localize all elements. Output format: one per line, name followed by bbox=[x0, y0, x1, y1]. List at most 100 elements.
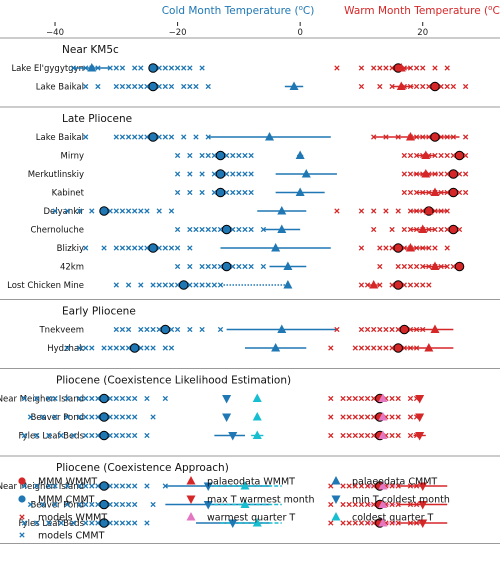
legend-item: palaeodata CMMT bbox=[331, 476, 437, 488]
mmm-cmmt-marker bbox=[99, 206, 109, 216]
model-cmmt-marker bbox=[125, 134, 132, 140]
legend-item: MMM CMMT bbox=[18, 495, 95, 506]
model-cmmt-marker bbox=[83, 65, 89, 71]
model-wmmt-marker bbox=[364, 483, 371, 489]
mmm-wmmt-marker bbox=[399, 324, 410, 335]
model-cmmt-marker bbox=[132, 134, 138, 140]
warmest-quarter-marker bbox=[378, 412, 388, 421]
model-cmmt-marker bbox=[168, 245, 175, 251]
model-wmmt-marker bbox=[407, 226, 414, 233]
model-wmmt-marker bbox=[371, 65, 377, 71]
model-cmmt-marker bbox=[119, 83, 126, 90]
model-cmmt-marker bbox=[89, 501, 95, 508]
model-cmmt-marker bbox=[193, 83, 199, 90]
model-wmmt-marker bbox=[383, 345, 389, 351]
model-wmmt-marker bbox=[432, 226, 438, 233]
model-wmmt-marker bbox=[364, 326, 371, 333]
model-cmmt-marker bbox=[83, 483, 89, 489]
mmm-wmmt-marker bbox=[393, 343, 404, 353]
section-panel: Early Pliocene Tnekveem Hydzhak bbox=[38, 306, 454, 354]
warm-axis-title-sup: o bbox=[488, 4, 492, 12]
model-cmmt-marker bbox=[236, 152, 242, 159]
model-cmmt-marker bbox=[138, 208, 144, 214]
model-wmmt-marker bbox=[407, 432, 414, 439]
model-cmmt-marker bbox=[150, 501, 156, 508]
model-wmmt-marker bbox=[395, 326, 401, 333]
model-wmmt-marker bbox=[364, 501, 371, 508]
row-label: Chernoluche bbox=[30, 226, 84, 236]
model-wmmt-marker bbox=[340, 483, 346, 489]
model-wmmt-marker bbox=[328, 483, 334, 489]
model-wmmt-marker bbox=[413, 83, 420, 90]
model-wmmt-marker bbox=[358, 414, 365, 420]
model-cmmt-marker bbox=[211, 263, 218, 270]
palaeo-cmmt-marker bbox=[295, 187, 305, 196]
model-cmmt-marker bbox=[107, 501, 113, 508]
model-cmmt-marker bbox=[162, 134, 168, 140]
model-cmmt-marker bbox=[40, 501, 46, 508]
model-cmmt-marker bbox=[187, 152, 193, 159]
model-wmmt-marker bbox=[358, 345, 365, 351]
model-cmmt-marker bbox=[83, 345, 89, 351]
model-wmmt-marker bbox=[407, 501, 414, 508]
model-cmmt-marker bbox=[230, 171, 236, 177]
model-cmmt-marker bbox=[64, 395, 70, 402]
model-wmmt-marker bbox=[334, 326, 340, 333]
model-cmmt-marker bbox=[95, 395, 101, 402]
model-wmmt-marker bbox=[444, 245, 450, 251]
model-cmmt-marker bbox=[46, 395, 52, 402]
mmm-cmmt-marker bbox=[160, 324, 171, 335]
palaeo-cmmt-marker bbox=[283, 280, 293, 289]
model-cmmt-marker bbox=[211, 226, 218, 233]
model-wmmt-marker bbox=[364, 414, 371, 420]
model-wmmt-marker bbox=[444, 226, 450, 233]
model-wmmt-marker bbox=[413, 345, 420, 351]
model-wmmt-marker bbox=[444, 189, 450, 196]
model-cmmt-marker bbox=[119, 245, 126, 251]
model-wmmt-marker bbox=[358, 483, 365, 489]
model-wmmt-marker bbox=[407, 282, 414, 288]
palaeo-wmmt-marker bbox=[430, 261, 440, 270]
mmm-wmmt-marker bbox=[448, 224, 459, 235]
model-wmmt-marker bbox=[364, 520, 371, 526]
model-cmmt-marker bbox=[125, 414, 132, 420]
model-wmmt-marker bbox=[358, 501, 365, 508]
model-wmmt-marker bbox=[383, 65, 389, 71]
model-wmmt-marker bbox=[407, 189, 414, 196]
model-cmmt-marker bbox=[242, 263, 248, 270]
model-cmmt-marker bbox=[193, 226, 199, 233]
model-cmmt-marker bbox=[46, 483, 52, 489]
model-cmmt-marker bbox=[168, 83, 175, 90]
model-wmmt-marker bbox=[444, 171, 450, 177]
model-cmmt-marker bbox=[107, 65, 113, 71]
legend-label: models WMMT bbox=[38, 513, 107, 524]
coldest-quarter-marker bbox=[252, 412, 262, 421]
model-wmmt-marker bbox=[358, 520, 365, 526]
model-cmmt-marker bbox=[211, 282, 218, 288]
model-wmmt-marker bbox=[395, 432, 401, 439]
model-wmmt-marker bbox=[389, 501, 395, 508]
model-wmmt-marker bbox=[395, 208, 401, 214]
palaeo-wmmt-marker bbox=[430, 324, 440, 333]
model-cmmt-marker bbox=[187, 171, 193, 177]
model-wmmt-marker bbox=[346, 483, 352, 489]
mmm-wmmt-marker bbox=[430, 132, 440, 142]
model-cmmt-marker bbox=[125, 345, 132, 351]
model-cmmt-marker bbox=[125, 282, 132, 288]
section-dividers bbox=[0, 37, 500, 544]
coldest-quarter-marker bbox=[252, 430, 262, 439]
model-cmmt-marker bbox=[187, 65, 193, 71]
model-wmmt-marker bbox=[456, 226, 463, 233]
model-cmmt-marker bbox=[260, 263, 267, 270]
model-wmmt-marker bbox=[371, 208, 377, 214]
model-wmmt-marker bbox=[358, 83, 365, 90]
model-cmmt-marker bbox=[107, 395, 113, 402]
data-row: Kabinet bbox=[52, 187, 469, 199]
legend-models-cmmt-marker bbox=[19, 532, 25, 538]
model-wmmt-marker bbox=[413, 65, 420, 71]
model-cmmt-marker bbox=[107, 414, 113, 420]
model-cmmt-marker bbox=[168, 345, 175, 351]
model-wmmt-marker bbox=[358, 65, 365, 71]
model-wmmt-marker bbox=[420, 189, 426, 196]
model-wmmt-marker bbox=[389, 326, 395, 333]
